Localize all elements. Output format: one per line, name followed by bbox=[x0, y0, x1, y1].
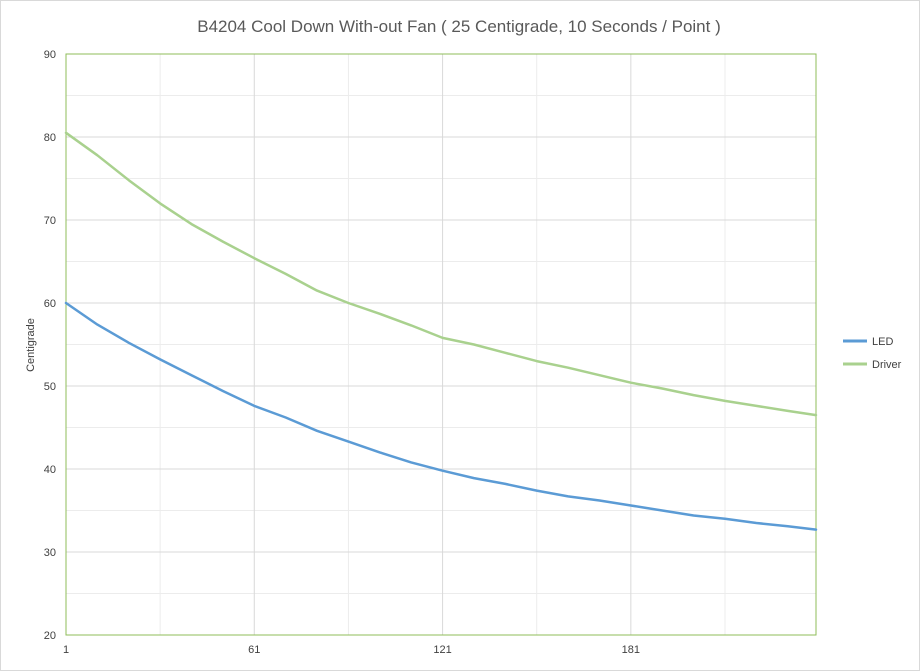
y-tick-label: 20 bbox=[44, 630, 56, 642]
gridlines bbox=[65, 53, 817, 636]
series-lines bbox=[64, 131, 818, 531]
legend-label-driver: Driver bbox=[872, 359, 902, 371]
y-tick-label: 70 bbox=[44, 215, 56, 227]
legend-label-led: LED bbox=[872, 336, 893, 348]
x-tick-label: 61 bbox=[248, 644, 260, 656]
x-tick-label: 181 bbox=[622, 644, 640, 656]
y-tick-label: 50 bbox=[44, 381, 56, 393]
plot-border bbox=[65, 53, 817, 636]
series-line-led bbox=[64, 301, 818, 531]
y-tick-label: 90 bbox=[44, 49, 56, 61]
x-tick-label: 121 bbox=[433, 644, 451, 656]
series-line-driver bbox=[64, 131, 818, 417]
x-tick-label: 1 bbox=[63, 644, 69, 656]
y-tick-label: 80 bbox=[44, 132, 56, 144]
tick-labels: 20 30 40 50 60 70 80 90 1 61 121 181 bbox=[44, 49, 640, 656]
y-tick-label: 60 bbox=[44, 298, 56, 310]
legend: LED Driver bbox=[843, 336, 902, 371]
chart-title: B4204 Cool Down With-out Fan ( 25 Centig… bbox=[197, 17, 721, 36]
y-tick-label: 40 bbox=[44, 464, 56, 476]
y-tick-label: 30 bbox=[44, 547, 56, 559]
